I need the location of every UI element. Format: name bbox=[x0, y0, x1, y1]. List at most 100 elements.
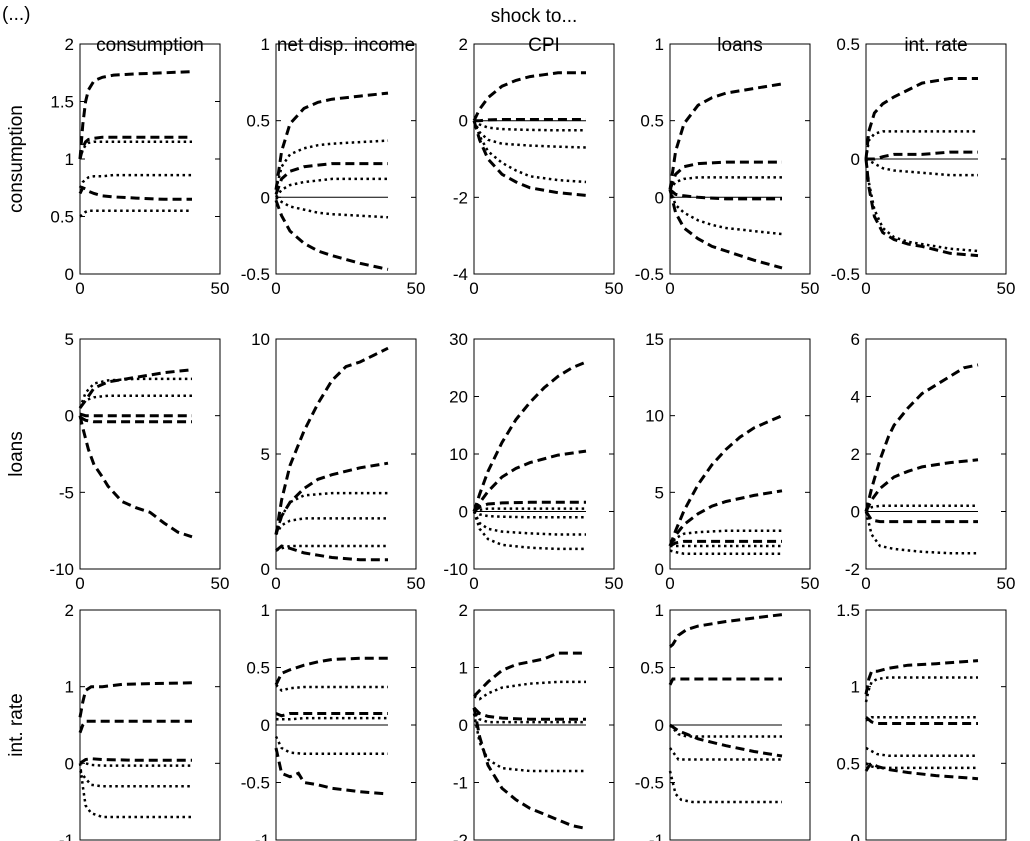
y-tick-label: 5 bbox=[65, 330, 74, 349]
x-tick-label: 50 bbox=[997, 574, 1016, 593]
panel-consumption-int-rate: -0.500.50 50 bbox=[831, 35, 1016, 298]
x-tick-label: 0 bbox=[665, 574, 674, 593]
series-line-dotted-2 bbox=[864, 676, 978, 703]
panel-int-rate-consumption: -1012050 bbox=[59, 601, 221, 841]
x-tick-label: 50 bbox=[605, 574, 624, 593]
series-line-dashed-7 bbox=[274, 199, 389, 271]
series-line-dotted-5 bbox=[275, 544, 388, 552]
x-tick-label: 50 bbox=[997, 279, 1016, 298]
y-tick-label: 1 bbox=[655, 601, 664, 620]
y-tick-label: 30 bbox=[449, 330, 468, 349]
y-tick-label: 20 bbox=[449, 388, 468, 407]
series-line-dotted-6 bbox=[274, 735, 388, 756]
series-line-dotted-6 bbox=[473, 510, 586, 519]
y-tick-label: -10 bbox=[49, 560, 74, 579]
row-label-loans: loans bbox=[6, 431, 27, 476]
y-tick-label: -2 bbox=[453, 831, 468, 841]
column-title-loans: loans bbox=[717, 35, 762, 56]
y-tick-label: 2 bbox=[459, 601, 468, 620]
series-line-dotted-4 bbox=[669, 724, 782, 738]
y-tick-label: 0 bbox=[65, 265, 74, 284]
panel-loans-net-disp-income: 0 5 10 0 50 bbox=[251, 330, 425, 593]
series-line-dotted-3 bbox=[274, 139, 389, 190]
axes-frame bbox=[669, 43, 811, 275]
series-line-dotted-5 bbox=[865, 157, 978, 177]
series-line-dashed-7 bbox=[864, 158, 979, 258]
x-tick-label: 50 bbox=[801, 279, 820, 298]
series-line-dotted-4 bbox=[78, 173, 192, 189]
y-tick-label: 0 bbox=[851, 150, 860, 169]
series-line-dotted-4 bbox=[668, 176, 782, 191]
series-line-dotted-6 bbox=[864, 511, 978, 555]
x-tick-label: 50 bbox=[605, 279, 624, 298]
x-tick-label: 50 bbox=[211, 279, 230, 298]
x-tick-label: 50 bbox=[801, 574, 820, 593]
series-line-dashed-6 bbox=[275, 544, 388, 562]
y-tick-label: -4 bbox=[453, 265, 468, 284]
series-line-dashed-1 bbox=[864, 659, 979, 695]
y-tick-label: -1 bbox=[453, 774, 468, 793]
series-line-dashed-1 bbox=[668, 414, 783, 547]
series-line-dashed-2 bbox=[274, 656, 388, 686]
y-tick-label: 0 bbox=[655, 716, 664, 735]
series-line-dotted-6 bbox=[472, 120, 587, 184]
series-line-dashed-3 bbox=[668, 160, 782, 191]
series-line-dotted-3 bbox=[275, 683, 388, 692]
x-tick-label: 0 bbox=[469, 574, 478, 593]
y-tick-label: 0 bbox=[65, 754, 74, 773]
x-tick-label: 0 bbox=[469, 279, 478, 298]
series-line-dashed-2 bbox=[668, 489, 783, 547]
panel-loans-loans: 0 5 10 15 0 50 bbox=[645, 330, 819, 593]
series-line-dotted-6 bbox=[472, 713, 586, 773]
series-line-dashed-7 bbox=[472, 707, 587, 830]
axes-frame bbox=[275, 338, 417, 570]
series-line-dashed-2 bbox=[274, 91, 389, 190]
series-line-dotted-3 bbox=[274, 491, 388, 535]
series-line-dashed-5 bbox=[669, 723, 783, 758]
y-tick-label: -10 bbox=[443, 560, 468, 579]
y-tick-label: 0 bbox=[459, 112, 468, 131]
series-line-dashed-3 bbox=[474, 118, 586, 123]
series-line-dashed-1 bbox=[274, 346, 389, 535]
series-line-dotted-6 bbox=[275, 196, 389, 219]
y-tick-label: 0.5 bbox=[640, 112, 664, 131]
series-line-dotted-6 bbox=[864, 158, 979, 253]
x-tick-label: 0 bbox=[271, 574, 280, 593]
x-tick-label: 50 bbox=[407, 279, 426, 298]
y-tick-label: 6 bbox=[851, 330, 860, 349]
y-tick-label: 4 bbox=[851, 388, 860, 407]
series-line-dashed-2 bbox=[78, 135, 192, 160]
y-tick-label: 0.5 bbox=[836, 35, 860, 54]
y-tick-label: 0.5 bbox=[246, 659, 270, 678]
series-line-dotted-5 bbox=[274, 177, 388, 199]
series-line-dotted-3 bbox=[865, 716, 978, 722]
series-line-dotted-6 bbox=[668, 747, 782, 761]
series-line-dashed-1 bbox=[78, 368, 193, 409]
axes-frame bbox=[865, 609, 1007, 841]
series-line-dashed-2 bbox=[472, 360, 587, 512]
y-tick-label: -2 bbox=[845, 560, 860, 579]
y-tick-label: -1 bbox=[59, 831, 74, 841]
series-line-dotted-3 bbox=[78, 140, 192, 160]
y-tick-label: 1 bbox=[261, 601, 270, 620]
y-tick-label: -0.5 bbox=[831, 265, 860, 284]
series-line-dashed-4 bbox=[865, 716, 978, 725]
row-label-int-rate: int. rate bbox=[6, 693, 27, 756]
x-tick-label: 0 bbox=[75, 279, 84, 298]
series-line-dashed-7 bbox=[864, 761, 979, 781]
y-tick-label: -0.5 bbox=[635, 774, 664, 793]
y-tick-label: -5 bbox=[59, 483, 74, 502]
series-line-dashed-2 bbox=[864, 363, 979, 512]
y-tick-label: 0.5 bbox=[246, 112, 270, 131]
y-tick-label: 1 bbox=[65, 678, 74, 697]
y-tick-label: 5 bbox=[655, 483, 664, 502]
series-line-dashed-1 bbox=[78, 681, 193, 718]
column-title-cpi: CPI bbox=[528, 35, 560, 56]
series-line-dashed-4 bbox=[472, 706, 586, 721]
series-line-dashed-4 bbox=[274, 162, 388, 195]
y-tick-label: 1 bbox=[655, 35, 664, 54]
